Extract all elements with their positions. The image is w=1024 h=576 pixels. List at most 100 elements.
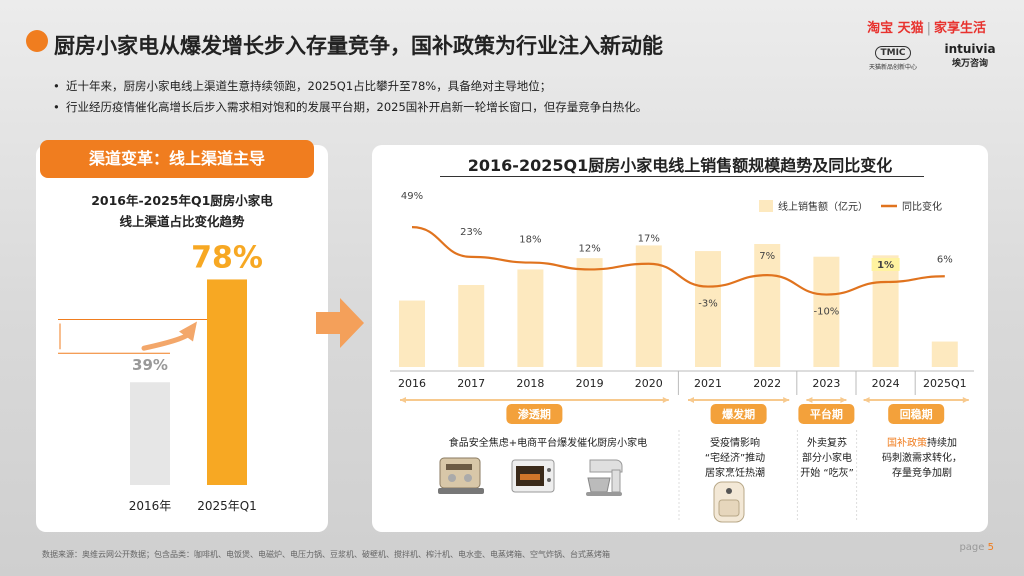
phase-desc-line: 开始 “吃灰” xyxy=(800,468,854,479)
phase-desc-penetration: 食品安全焦虑+电商平台爆发催化厨房小家电 xyxy=(418,436,678,451)
espresso-machine-icon xyxy=(438,457,484,494)
share-value-label: 78% xyxy=(191,240,263,275)
tmic-logo-mark: TMIC xyxy=(875,46,911,60)
year-axis-label: 2025Q1 xyxy=(923,377,967,390)
summary-bullets: 近十年来，厨房小家电线上渠道生意持续领跑，2025Q1占比攀升至78%，具备绝对… xyxy=(53,76,647,118)
phase-tag-bg xyxy=(888,404,945,424)
left-chart-title: 2016年-2025年Q1厨房小家电 线上渠道占比变化趋势 xyxy=(62,190,302,232)
subsidy-highlight: 国补政策 xyxy=(887,438,927,449)
phase-desc-line: 外卖复苏 xyxy=(807,438,847,449)
yoy-data-label: 12% xyxy=(578,243,600,254)
channel-tag: 渠道变革：线上渠道主导 xyxy=(40,140,314,178)
bullet-item: 近十年来，厨房小家电线上渠道生意持续领跑，2025Q1占比攀升至78%，具备绝对… xyxy=(53,76,647,97)
page-prefix: page xyxy=(959,542,985,553)
brand-home-life: 家享生活 xyxy=(933,21,986,36)
phase-desc-line: 食品安全焦虑+电商平台爆发催化厨房小家电 xyxy=(448,438,648,449)
year-axis-label: 2020 xyxy=(635,377,663,390)
tmic-logo: TMIC 天猫新品创新中心 xyxy=(850,40,936,71)
year-axis-label: 2018 xyxy=(516,377,544,390)
year-axis-label: 2021 xyxy=(694,377,722,390)
share-category-label: 2016年 xyxy=(129,499,172,513)
yoy-data-label: 7% xyxy=(759,251,775,262)
sales-bar xyxy=(458,285,485,367)
stand-mixer-icon xyxy=(586,459,623,496)
bullet-item: 行业经历疫情催化高增长后步入需求相对饱和的发展平台期，2025国补开启新一轮增长… xyxy=(53,97,647,118)
phase-tag-label: 渗透期 xyxy=(518,407,551,421)
phase-bracket-right xyxy=(783,397,790,403)
brand-separator: | xyxy=(926,21,931,36)
year-axis-label: 2023 xyxy=(812,377,840,390)
phase-tag-label: 平台期 xyxy=(810,407,843,421)
yoy-line xyxy=(411,226,945,296)
yoy-data-label: -10% xyxy=(813,307,839,318)
phase-bracket-left xyxy=(806,397,813,403)
intuivia-logo: intuivia 埃万咨询 xyxy=(940,42,1000,69)
yoy-data-label: 17% xyxy=(638,234,660,245)
share-value-label: 39% xyxy=(132,356,168,374)
tmic-logo-subtitle: 天猫新品创新中心 xyxy=(868,64,917,71)
year-axis-label: 2019 xyxy=(576,377,604,390)
growth-arrow-head xyxy=(179,321,197,342)
year-axis-label: 2022 xyxy=(753,377,781,390)
sales-bar xyxy=(576,258,603,367)
phase-bracket-left xyxy=(863,397,870,403)
share-bar xyxy=(130,382,170,485)
phase-desc-line: 存量竞争加剧 xyxy=(892,468,952,479)
phase-desc-line: 居家烹饪热潮 xyxy=(705,468,765,479)
phase-desc-boom: 受疫情影响 “宅经济”推动 居家烹饪热潮 xyxy=(690,436,780,481)
phase-desc-recovery: 国补政策持续加 码刺激需求转化， 存量竞争加剧 xyxy=(872,436,972,481)
phase-bracket-right xyxy=(662,397,669,403)
phase-bracket-left xyxy=(400,397,406,403)
yoy-data-label: 23% xyxy=(460,227,482,238)
phase-tag-bg xyxy=(506,404,563,424)
phase-desc-line: 部分小家电 xyxy=(802,453,852,464)
data-source-footnote: 数据来源：奥维云网公开数据；包含品类：咖啡机、电饭煲、电磁炉、电压力锅、豆浆机、… xyxy=(42,550,610,559)
legend-bar-swatch xyxy=(759,200,773,212)
phase-tag-bg xyxy=(710,404,767,424)
yoy-data-label: 1% xyxy=(877,260,894,271)
intuivia-logo-cn: 埃万咨询 xyxy=(951,59,988,69)
title-bullet-icon xyxy=(26,30,48,52)
yoy-data-label: 6% xyxy=(937,254,953,265)
page-number: page 5 xyxy=(959,542,994,553)
brand-logo: 淘宝 天猫 | 家享生活 xyxy=(867,17,986,36)
yoy-data-label: 49% xyxy=(401,191,423,202)
right-arrow-icon xyxy=(316,298,364,348)
highlight-box xyxy=(871,258,900,271)
phase-bracket-left xyxy=(688,397,694,403)
sales-bar xyxy=(872,255,899,367)
right-chart-title: 2016-2025Q1厨房小家电线上销售额规模趋势及同比变化 xyxy=(467,156,893,175)
sales-bar xyxy=(695,251,721,367)
share-bar xyxy=(207,279,247,485)
sales-bar xyxy=(635,245,662,367)
left-chart-title-line1: 2016年-2025年Q1厨房小家电 xyxy=(91,193,273,208)
phase-desc-line: 受疫情影响 xyxy=(710,438,760,449)
sales-bar xyxy=(517,269,544,367)
intuivia-logo-en: intuivia xyxy=(944,42,996,56)
yoy-data-label: -3% xyxy=(698,299,717,310)
oven-icon xyxy=(511,459,555,493)
phase-bracket-right xyxy=(840,397,847,403)
brand-taobao-tmall: 淘宝 天猫 xyxy=(867,21,924,36)
sales-bar xyxy=(754,244,781,367)
phase-desc-line: 码刺激需求转化， xyxy=(882,453,962,464)
left-chart-title-line2: 线上渠道占比变化趋势 xyxy=(119,214,245,229)
phase-desc-line: 国补政策持续加 xyxy=(872,436,972,451)
yoy-data-label: 18% xyxy=(519,235,541,246)
air-fryer-icon xyxy=(713,481,745,523)
year-axis-label: 2016 xyxy=(398,377,426,390)
phase-bracket-right xyxy=(962,397,969,403)
right-chart-title-underline xyxy=(440,176,924,177)
phase-tag-bg xyxy=(798,404,855,424)
sales-bar xyxy=(399,300,425,367)
page-title: 厨房小家电从爆发增长步入存量竞争，国补政策为行业注入新动能 xyxy=(54,34,663,58)
sales-bar xyxy=(931,341,958,367)
legend-bar-label: 线上销售额（亿元） xyxy=(778,200,868,213)
phase-desc-line: “宅经济”推动 xyxy=(704,453,766,464)
phase-desc-rest: 持续加 xyxy=(927,438,957,449)
year-axis-label: 2024 xyxy=(872,377,900,390)
sales-bar xyxy=(813,256,840,367)
phase-tag-label: 回稳期 xyxy=(900,407,933,421)
online-share-chart: 2016年 2025年Q1 39% 78% xyxy=(58,240,263,513)
page-num: 5 xyxy=(987,542,994,553)
